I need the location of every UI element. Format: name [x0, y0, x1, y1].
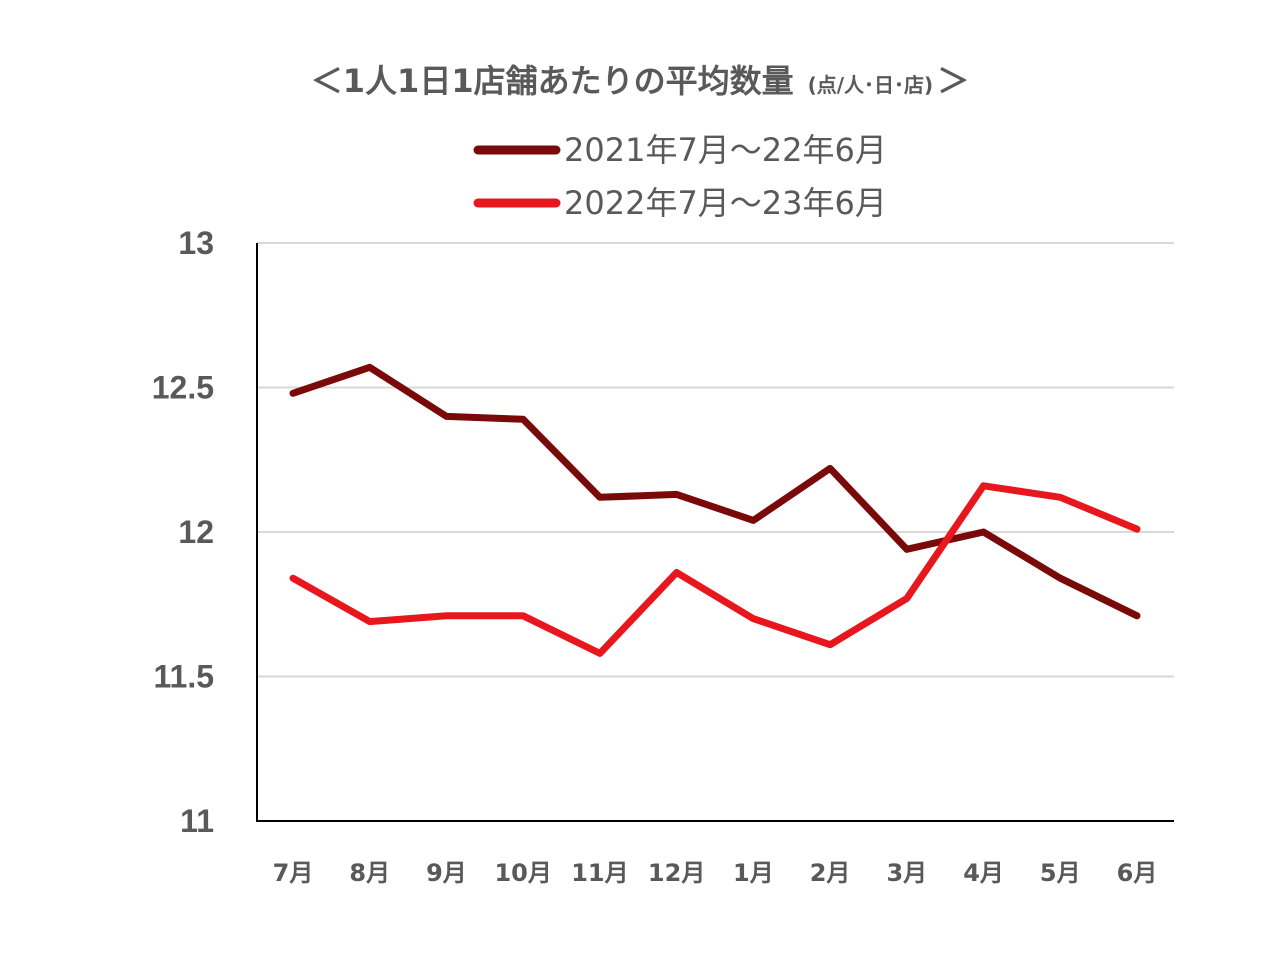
- chart-title: ＜1人1日1店舗あたりの平均数量 (点/人･日･店) ＞: [311, 62, 969, 100]
- x-tick-label: 12月: [648, 859, 705, 887]
- chart-title-main: ＜1人1日1店舗あたりの平均数量: [311, 62, 794, 100]
- x-axis-tick-labels: 7月 8月 9月 10月 11月 12月 1月 2月 3月 4月 5月 6月: [273, 859, 1158, 887]
- legend-label-series-1: 2021年7月～22年6月: [564, 131, 887, 169]
- x-tick-label: 11月: [571, 859, 628, 887]
- y-tick-label: 12.5: [152, 370, 214, 406]
- y-axis-tick-labels: 13 12.5 12 11.5 11: [152, 225, 214, 839]
- legend: 2021年7月～22年6月 2022年7月～23年6月: [473, 131, 887, 222]
- axes: [256, 243, 1174, 822]
- y-tick-label: 11: [180, 803, 214, 839]
- y-tick-label: 13: [178, 225, 214, 261]
- y-tick-label: 11.5: [153, 659, 214, 695]
- x-tick-label: 7月: [273, 859, 314, 887]
- series-line-1: [289, 363, 1141, 620]
- series-line-2: [289, 482, 1141, 657]
- series: [289, 363, 1141, 657]
- legend-label-series-2: 2022年7月～23年6月: [564, 184, 887, 222]
- x-tick-label: 3月: [886, 859, 927, 887]
- chart-title-unit: (点/人･日･店): [808, 73, 934, 97]
- x-tick-label: 9月: [426, 859, 467, 887]
- x-tick-label: 10月: [494, 859, 551, 887]
- gridlines: [257, 242, 1174, 678]
- x-tick-label: 4月: [963, 859, 1004, 887]
- chart-title-close: ＞: [937, 62, 969, 100]
- x-tick-label: 6月: [1117, 859, 1158, 887]
- x-tick-label: 5月: [1040, 859, 1081, 887]
- x-tick-label: 1月: [733, 859, 774, 887]
- x-tick-label: 8月: [349, 859, 390, 887]
- y-tick-label: 12: [178, 514, 214, 550]
- x-tick-label: 2月: [810, 859, 851, 887]
